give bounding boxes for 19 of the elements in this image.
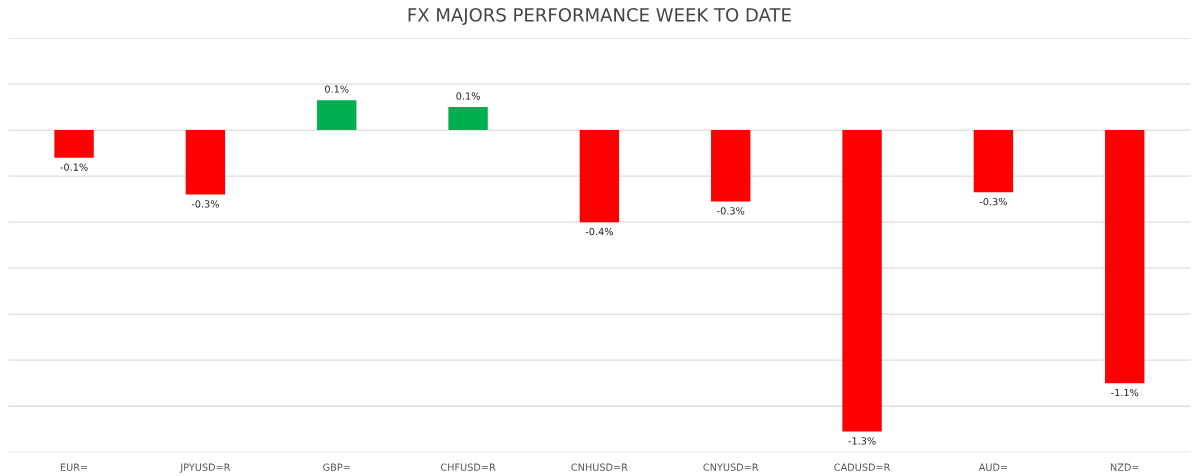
x-tick-label: JPYUSD=R	[179, 463, 231, 473]
data-label: 0.1%	[325, 85, 349, 93]
x-tick-label: CADUSD=R	[834, 463, 891, 471]
x-tick-label: CNYUSD=R	[703, 463, 759, 471]
x-tick-label: AUD=	[978, 463, 1008, 471]
data-label: -0.4%	[585, 227, 613, 236]
x-tick-label: CNHUSD=R	[571, 463, 628, 471]
data-label: 0.1%	[456, 92, 480, 100]
x-tick-label: NZD=	[1110, 463, 1139, 471]
data-label: -0.3%	[717, 207, 745, 215]
x-tick-label: CHFUSD=R	[440, 463, 496, 471]
data-label: -0.1%	[60, 163, 88, 171]
data-label: -0.3%	[979, 197, 1007, 206]
chart-title: FX MAJORS PERFORMANCE WEEK TO DATE	[408, 8, 791, 26]
x-tick-label: EUR=	[60, 463, 88, 471]
data-label: -1.1%	[1111, 388, 1139, 397]
data-label: -1.3%	[848, 437, 876, 445]
data-label: -0.3%	[191, 200, 219, 208]
x-tick-label: GBP=	[323, 463, 350, 471]
